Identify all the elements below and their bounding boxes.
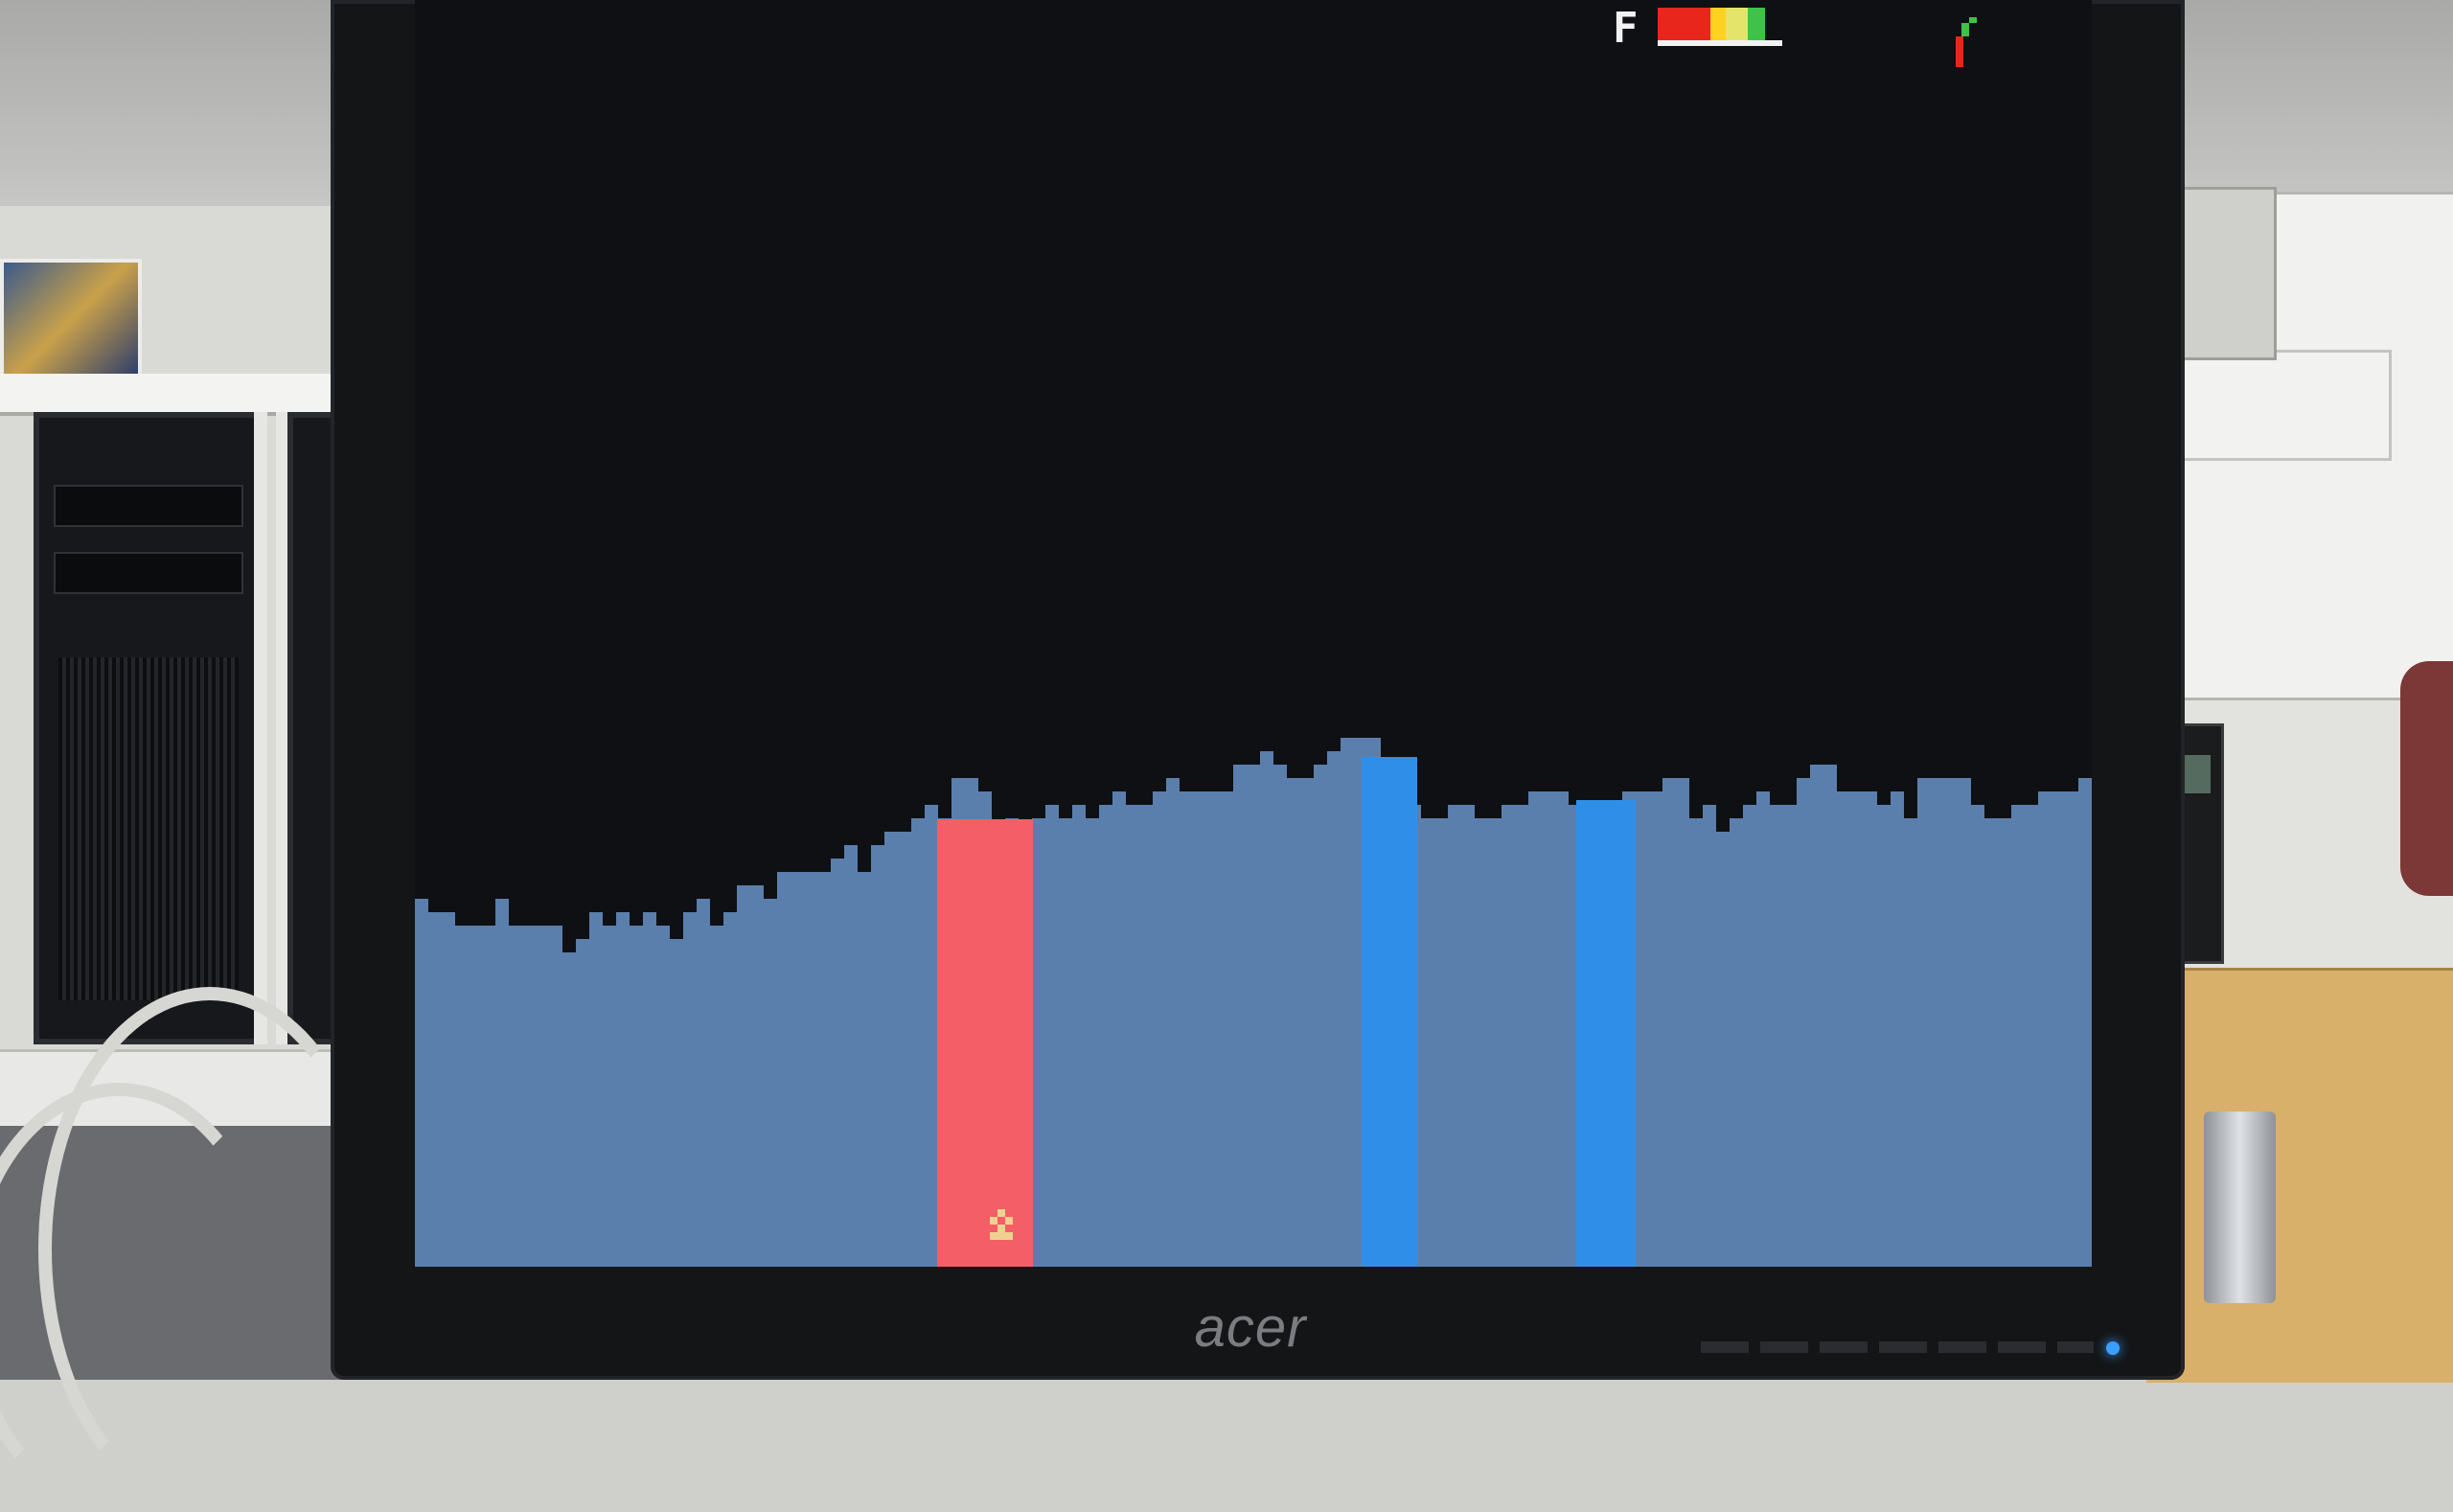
fuel-label: F — [1613, 4, 1639, 53]
monitor-brand-logo: acer — [1194, 1296, 1307, 1359]
speed-indicator — [1956, 17, 1984, 67]
chair — [2400, 661, 2453, 896]
drive-bay — [54, 552, 243, 594]
terrain — [415, 738, 2092, 1267]
fuel-gauge-segment — [1748, 8, 1765, 40]
monitor-buttons[interactable] — [1701, 1341, 2094, 1353]
fuel-gauge-segment — [1710, 8, 1726, 40]
speed-indicator-segment — [1969, 17, 1977, 23]
blue-landing-pad-1 — [1362, 757, 1417, 1267]
drive-bay — [54, 485, 243, 527]
lander-pixel — [997, 1225, 1005, 1232]
lander-pixel — [1005, 1217, 1013, 1225]
shelf-left — [0, 374, 374, 416]
lander-pixel — [997, 1232, 1005, 1240]
game-screen[interactable]: F — [415, 0, 2092, 1267]
speed-indicator-segment — [1961, 23, 1969, 36]
fuel-gauge — [1658, 8, 1782, 46]
lander-pixel — [990, 1217, 997, 1225]
tower-stripe — [276, 412, 289, 1044]
desk-clamp — [2204, 1111, 2276, 1303]
lander-pixel — [990, 1232, 997, 1240]
power-led-icon — [2106, 1341, 2120, 1355]
fuel-gauge-segment — [1726, 8, 1748, 40]
tower-stripe — [254, 412, 267, 1044]
fuel-gauge-base — [1658, 40, 1782, 46]
wall-poster — [0, 259, 142, 381]
fuel-gauge-segment — [1658, 8, 1710, 40]
speed-indicator-segment — [1956, 36, 1963, 67]
lander-pixel — [1005, 1232, 1013, 1240]
blue-landing-pad-2 — [1576, 800, 1636, 1267]
red-landing-pad — [937, 819, 1033, 1267]
desktop-tower-1 — [34, 412, 264, 1044]
lander-pixel — [997, 1209, 1005, 1217]
terrain-layer — [415, 738, 2092, 1267]
tower-grill — [58, 657, 239, 1000]
monitor: F acer — [331, 0, 2185, 1380]
shelf-right — [2156, 350, 2392, 461]
desk-right — [2146, 968, 2453, 1383]
player-lander-icon — [990, 1209, 1013, 1240]
